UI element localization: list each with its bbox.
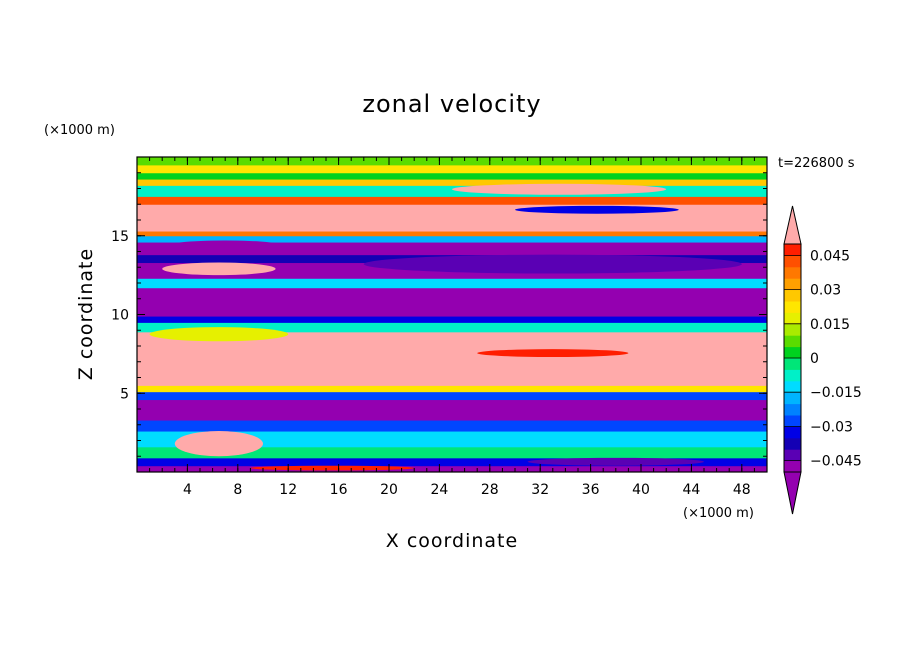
colorbar-over-triangle <box>783 205 802 245</box>
x-tick-label: 36 <box>582 482 600 498</box>
contour-feature <box>363 254 742 274</box>
contour-band <box>137 235 767 243</box>
x-tick-label: 12 <box>279 482 297 498</box>
x-tick-label: 20 <box>380 482 398 498</box>
x-tick-label: 8 <box>233 482 242 498</box>
colorbar-tick-label: −0.03 <box>810 419 853 435</box>
colorbar-tick-label: 0.015 <box>810 317 850 333</box>
colorbar-segment <box>784 335 801 348</box>
time-label: t=226800 s <box>778 156 855 171</box>
colorbar-segment <box>784 255 801 268</box>
colorbar-segment <box>784 266 801 279</box>
contour-band <box>137 231 767 237</box>
contour-band <box>137 179 767 186</box>
contour-feature <box>250 465 415 471</box>
contour-band <box>137 157 767 166</box>
x-tick-label: 28 <box>481 482 499 498</box>
colorbar-segment <box>784 415 801 427</box>
colorbar-segment <box>784 289 801 302</box>
colorbar-segment <box>784 426 801 439</box>
colorbar-tick-label: −0.045 <box>810 454 862 470</box>
colorbar-segment <box>784 392 801 405</box>
contour-band <box>137 164 767 174</box>
colorbar-segment <box>784 380 801 393</box>
x-units-label: (×1000 m) <box>683 506 754 521</box>
contour-band <box>137 172 767 180</box>
x-tick-label: 32 <box>531 482 549 498</box>
z-axis-ticks: 5 10 15 <box>111 172 767 457</box>
x-axis-ticks: 4 8 12 16 20 24 28 32 36 40 44 48 <box>149 157 755 498</box>
contour-band <box>137 341 767 353</box>
z-axis-label: Z coordinate <box>75 248 97 380</box>
colorbar-tick-label: 0.045 <box>810 248 850 264</box>
chart-title: zonal velocity <box>362 90 541 118</box>
contour-band <box>137 391 767 401</box>
colorbar-tick-label: −0.015 <box>810 385 862 401</box>
contour-band <box>137 322 767 333</box>
contour-band <box>137 185 767 197</box>
colorbar-segment <box>784 437 801 450</box>
colorbar-segment <box>784 244 801 256</box>
contour-band <box>137 352 767 386</box>
colorbar-segment <box>784 323 801 336</box>
colorbar-segment <box>784 278 801 291</box>
contour-band <box>137 457 767 467</box>
contour-feature <box>162 240 289 254</box>
colorbar-segment <box>784 369 801 382</box>
colorbar-segment <box>784 449 801 462</box>
z-units-label: (×1000 m) <box>44 123 115 138</box>
z-tick-label: 5 <box>120 386 129 402</box>
colorbar-tick-label: 0.03 <box>810 283 841 299</box>
contour-band <box>137 287 767 317</box>
contour-band <box>137 242 767 256</box>
contour-feature <box>162 262 276 276</box>
contour-band <box>137 431 767 448</box>
x-tick-label: 40 <box>632 482 650 498</box>
contour-feature <box>451 183 667 195</box>
x-axis-label: X coordinate <box>386 530 518 552</box>
colorbar-segment <box>784 301 801 313</box>
contour-band <box>137 446 767 459</box>
colorbar-segment <box>784 358 801 370</box>
contour-band <box>137 278 767 289</box>
x-tick-label: 16 <box>330 482 348 498</box>
colorbar-segment <box>784 312 801 325</box>
contour-field <box>137 157 767 472</box>
colorbar-segment <box>784 460 801 473</box>
contour-feature <box>527 457 704 466</box>
contour-band <box>137 385 767 393</box>
contour-feature <box>149 327 289 342</box>
z-tick-label: 10 <box>111 308 129 324</box>
contour-feature <box>174 431 263 457</box>
z-tick-label: 15 <box>111 229 129 245</box>
contour-band <box>137 196 767 205</box>
x-tick-label: 48 <box>733 482 751 498</box>
x-tick-label: 24 <box>430 482 448 498</box>
colorbar: 0.045 0.03 0.015 0 −0.015 −0.03 −0.045 <box>783 205 862 515</box>
contour-band <box>137 399 767 421</box>
contour-feature <box>477 349 629 358</box>
contour-band <box>137 331 767 342</box>
contour-band <box>137 316 767 323</box>
x-tick-label: 44 <box>682 482 700 498</box>
colorbar-tick-label: 0 <box>810 351 819 367</box>
colorbar-under-triangle <box>783 471 802 515</box>
contour-feature <box>515 205 679 214</box>
contour-band <box>137 420 767 432</box>
x-tick-label: 4 <box>183 482 192 498</box>
colorbar-segment <box>784 346 801 359</box>
colorbar-segment <box>784 403 801 416</box>
